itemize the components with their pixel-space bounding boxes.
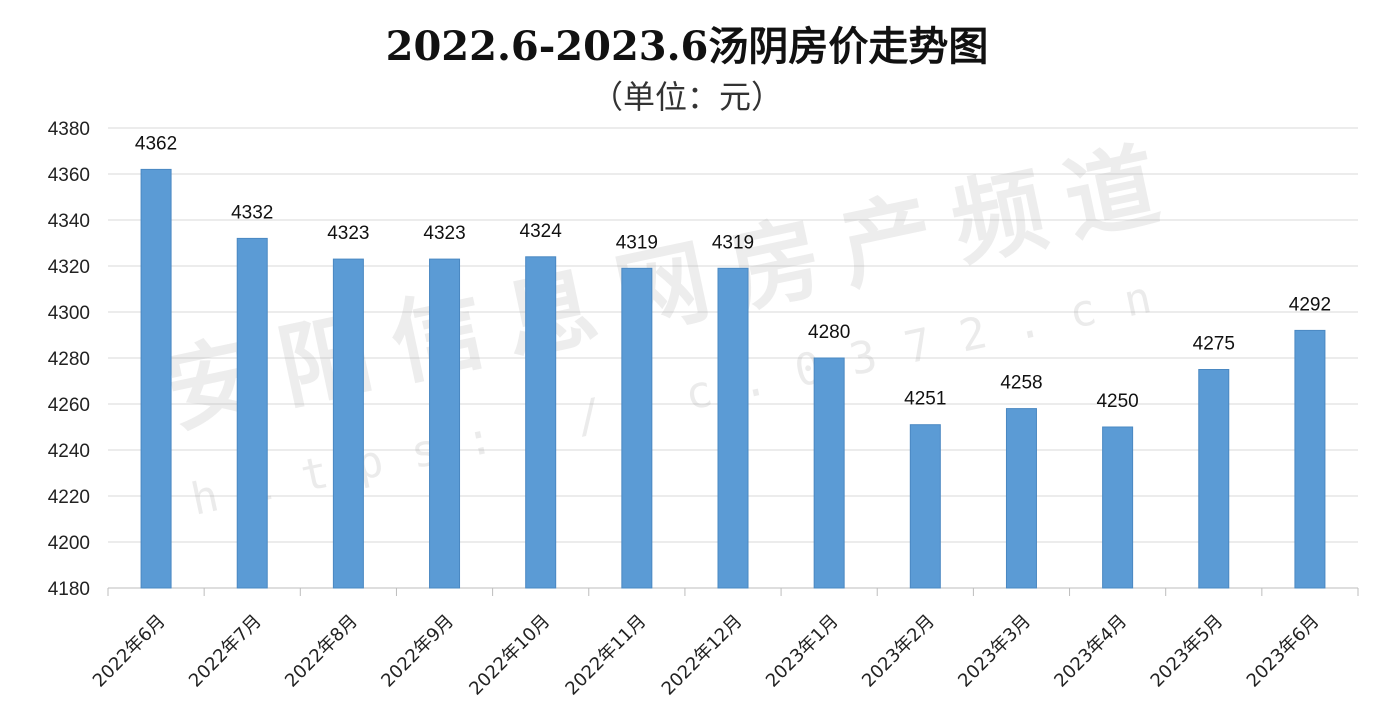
data-label: 4250 xyxy=(1096,391,1138,412)
bar xyxy=(140,168,172,589)
data-label: 4362 xyxy=(135,133,177,154)
data-label: 4258 xyxy=(1000,373,1042,394)
data-label: 4324 xyxy=(520,221,563,242)
y-tick-label: 4180 xyxy=(48,579,90,600)
y-tick-label: 4300 xyxy=(48,303,90,324)
bar xyxy=(236,237,268,589)
bar xyxy=(332,258,364,589)
data-label: 4275 xyxy=(1193,334,1235,355)
y-axis-ticks: 4180 4200 4220 4240 4260 4280 4300 4320 4340 4360… xyxy=(48,119,90,600)
y-tick-label: 4320 xyxy=(48,257,90,278)
y-tick-label: 4260 xyxy=(48,395,90,416)
y-tick-label: 4380 xyxy=(48,119,90,140)
y-tick-label: 4240 xyxy=(48,441,90,462)
bar xyxy=(1198,369,1230,589)
y-tick-label: 4280 xyxy=(48,349,90,370)
bars xyxy=(140,168,1326,589)
bar xyxy=(813,357,845,589)
y-tick-label: 4220 xyxy=(48,487,90,508)
chart-title: 2022.6-2023.6汤阴房价走势图 xyxy=(386,23,989,70)
data-label: 4319 xyxy=(712,232,754,253)
data-labels: 4362 4332 4323 4323 4324 4319 4319 4280 4251 4258… xyxy=(135,133,1331,412)
bar xyxy=(621,267,653,589)
y-tick-label: 4200 xyxy=(48,533,90,554)
bar xyxy=(1294,329,1326,589)
data-label: 4280 xyxy=(808,322,850,343)
data-label: 4292 xyxy=(1289,294,1331,315)
data-label: 4332 xyxy=(231,202,273,223)
bar xyxy=(717,267,749,589)
data-label: 4323 xyxy=(327,223,369,244)
bar xyxy=(1005,408,1037,589)
y-tick-label: 4340 xyxy=(48,211,90,232)
data-label: 4251 xyxy=(904,389,946,410)
chart-subtitle: （单位：元） xyxy=(591,78,783,116)
bar xyxy=(1102,426,1134,589)
y-tick-label: 4360 xyxy=(48,165,90,186)
data-label: 4319 xyxy=(616,232,658,253)
bar xyxy=(525,256,557,589)
bar xyxy=(429,258,461,589)
data-label: 4323 xyxy=(423,223,465,244)
bar xyxy=(909,424,941,589)
